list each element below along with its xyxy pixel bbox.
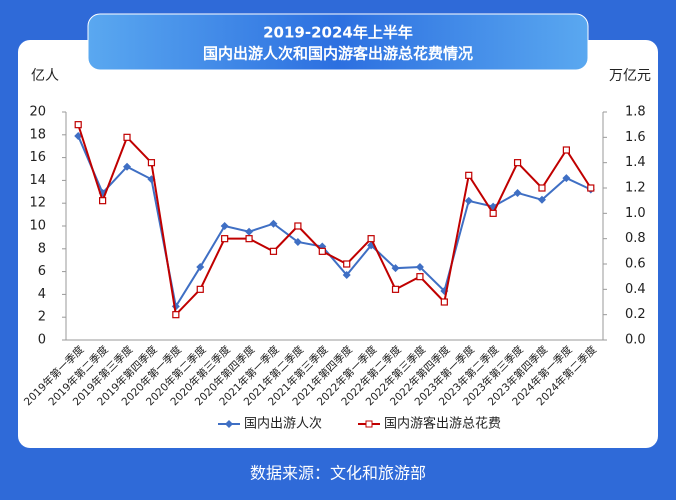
y-tick-label: 8 bbox=[38, 241, 46, 256]
y2-axis-label: 万亿元 bbox=[609, 68, 651, 84]
point bbox=[440, 298, 448, 306]
title-box bbox=[87, 13, 589, 71]
point bbox=[513, 159, 522, 167]
legend-marker bbox=[365, 420, 373, 428]
point bbox=[269, 219, 278, 228]
y2-tick-label: 0.0 bbox=[625, 333, 646, 348]
point bbox=[562, 174, 571, 183]
y2-tick-label: 0.6 bbox=[625, 257, 646, 272]
series-line bbox=[77, 124, 592, 317]
point bbox=[196, 263, 205, 272]
point bbox=[245, 227, 254, 236]
y-tick-label: 4 bbox=[38, 287, 46, 302]
point bbox=[562, 146, 570, 154]
point bbox=[196, 285, 204, 293]
point bbox=[220, 222, 229, 230]
point bbox=[367, 235, 375, 243]
y-tick-label: 10 bbox=[29, 219, 46, 234]
source: 数据来源：文化和旅游部 bbox=[250, 464, 426, 483]
point bbox=[318, 247, 326, 255]
point bbox=[293, 237, 302, 246]
point bbox=[342, 271, 351, 280]
point bbox=[537, 195, 546, 204]
point bbox=[74, 121, 82, 129]
point bbox=[464, 196, 473, 205]
y2-tick-label: 1.0 bbox=[625, 206, 646, 221]
point bbox=[416, 273, 424, 281]
chart-subtitle: 国内出游人次和国内游客出游总花费情况 bbox=[203, 45, 473, 63]
y-tick-label: 0 bbox=[38, 333, 46, 348]
legend-label: 国内游客出游总花费 bbox=[384, 416, 501, 432]
y2-tick-label: 0.2 bbox=[625, 307, 646, 322]
y2-tick-label: 0.4 bbox=[625, 282, 646, 297]
point bbox=[123, 162, 132, 171]
point bbox=[123, 133, 131, 141]
y2-tick-label: 1.2 bbox=[625, 181, 646, 196]
panel bbox=[18, 40, 658, 448]
y2-tick-label: 1.4 bbox=[625, 155, 646, 170]
y-tick-label: 6 bbox=[38, 264, 46, 279]
point bbox=[415, 263, 424, 272]
point bbox=[221, 235, 229, 243]
point bbox=[489, 209, 497, 217]
point bbox=[294, 222, 302, 230]
point bbox=[245, 235, 253, 243]
y-tick-label: 16 bbox=[29, 150, 46, 165]
point bbox=[99, 197, 107, 205]
legend-marker bbox=[225, 420, 233, 428]
chart-title: 2019-2024年上半年 bbox=[263, 24, 413, 42]
y-tick-label: 14 bbox=[29, 173, 46, 188]
y-axis-label: 亿人 bbox=[31, 68, 59, 84]
point bbox=[391, 264, 400, 273]
y2-tick-label: 1.8 bbox=[625, 105, 646, 120]
point bbox=[391, 285, 400, 293]
point bbox=[538, 184, 546, 192]
y-tick-label: 20 bbox=[29, 105, 46, 120]
y2-tick-label: 0.8 bbox=[625, 231, 646, 246]
point bbox=[147, 159, 156, 167]
y-tick-label: 18 bbox=[29, 127, 46, 142]
point bbox=[269, 247, 278, 255]
point bbox=[172, 311, 180, 319]
point bbox=[343, 260, 351, 268]
y-tick-label: 12 bbox=[29, 196, 46, 211]
y2-tick-label: 1.6 bbox=[625, 130, 646, 145]
point bbox=[465, 171, 473, 179]
point bbox=[587, 184, 595, 192]
legend-label: 国内出游人次 bbox=[244, 416, 322, 432]
point bbox=[513, 188, 522, 197]
y-tick-label: 2 bbox=[38, 310, 46, 325]
